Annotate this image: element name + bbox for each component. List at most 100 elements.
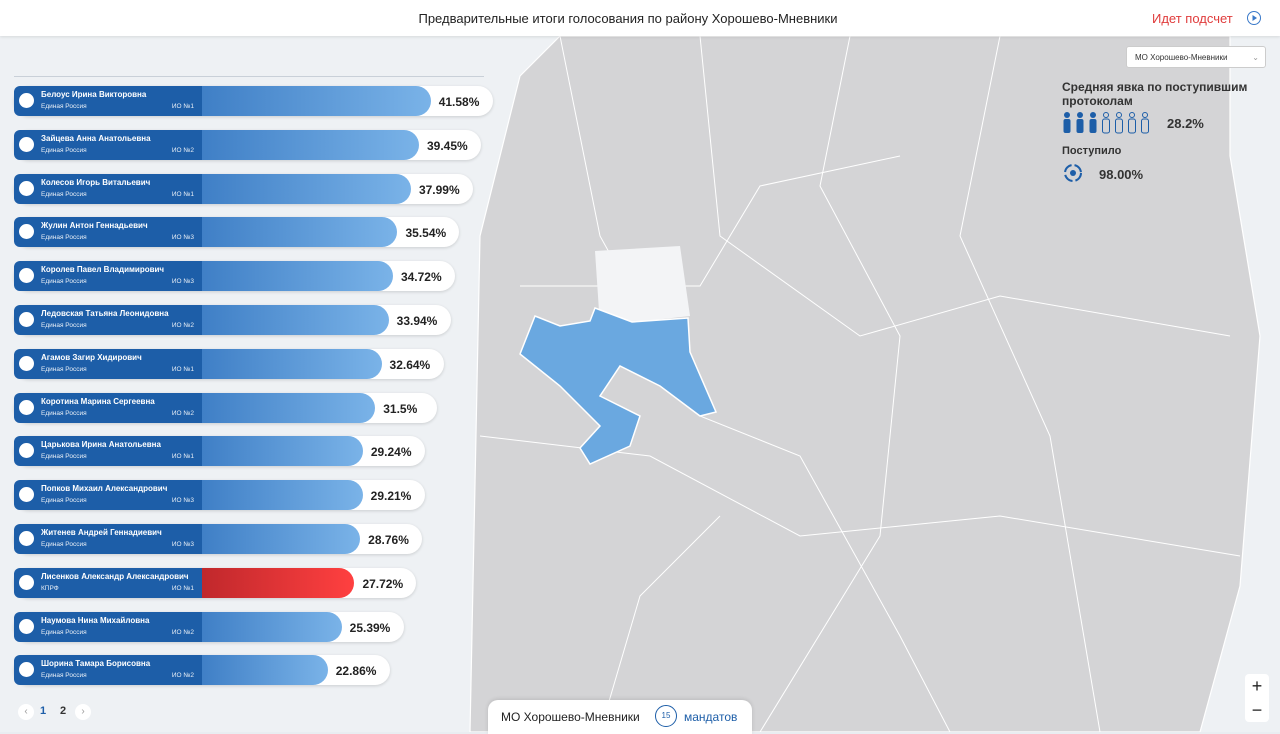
header-title: Предварительные итоги голосования по рай… [418,11,838,26]
play-button[interactable] [1246,10,1262,26]
page-link[interactable]: 2 [60,705,67,717]
candidate-row: Белоус Ирина Викторовна Единая Россия ИО №… [14,86,493,116]
party: Единая Россия [41,628,87,636]
candidate-row: Агамов Загир Хидирович Единая Россия ИО №1… [14,348,444,379]
district: ИО №1 [171,584,194,592]
value-label: 25.39% [349,620,391,635]
candidate-row: Колесов Игорь Витальевич Единая Россия ИО … [14,173,473,204]
candidate-row: Зайцева Анна Анатольевна Единая Россия ИО … [14,129,481,160]
value-label: 27.72% [362,576,404,591]
bar [202,655,328,686]
bar [202,129,419,160]
district: ИО №3 [171,234,194,242]
name-block: Житенев Андрей Геннадиевич Единая Россия И… [14,524,202,554]
candidate-row: Царькова Ирина Анатольевна Единая Россия И… [14,436,425,467]
party-logo [19,93,34,108]
name-block: Ледовская Татьяна Леонидовна Единая Росси… [14,305,202,335]
party: Единая Россия [41,103,87,110]
candidate-row: Ледовская Татьяна Леонидовна Единая Росси… [14,305,451,335]
party: КПРФ [41,584,59,592]
value-label: 29.21% [370,489,412,504]
turnout-label: Средняя явка по поступившим протоколам [1062,80,1248,108]
name-block: Белоус Ирина Викторовна Единая Россия ИО №… [14,86,202,116]
party-logo [19,487,34,503]
page-link[interactable]: 1 [40,705,47,717]
party: Единая Россия [41,365,87,373]
header: Предварительные итоги голосования по рай… [0,0,1280,36]
name-block: Шорина Тамара Борисовна Единая Россия ИО №… [14,655,202,686]
party: Единая Россия [41,541,87,548]
park [595,246,690,326]
value-label: 29.24% [370,445,412,460]
divider [14,76,484,77]
value-label: 33.94% [396,314,438,328]
name-block: Колесов Игорь Витальевич Единая Россия ИО … [14,173,202,204]
candidate-name: Лисенков Александр Александрович [41,571,189,581]
candidate-row: Жулин Антон Геннадьевич Единая Россия ИО №… [14,217,460,248]
candidate-row: Наумова Нина Михайловна Единая Россия ИО №… [14,611,404,642]
candidate-row: Коротина Марина Сергеевна Единая Россия ИО… [14,392,438,423]
zoom-out[interactable]: − [1251,700,1263,720]
zoom-in[interactable]: + [1251,676,1263,696]
select-value: МО Хорошево-Мневники [1135,53,1228,62]
candidate-row: Попков Михаил Александрович Единая Россия… [14,480,425,511]
value-label: 34.72% [400,270,442,285]
party: Единая Россия [41,146,87,154]
mandates-label: мандатов [684,710,738,724]
district: ИО №1 [171,365,194,373]
party: Единая Россия [41,234,87,242]
turnout-icons [1063,112,1149,134]
value-label: 37.99% [418,182,460,197]
candidate-name: Наумова Нина Михайловна [41,615,150,625]
district: ИО №2 [171,409,194,417]
mandates-count: 15 [655,705,677,727]
party: Единая Россия [41,322,87,329]
party: Единая Россия [41,190,87,198]
party: Единая Россия [41,278,87,286]
party: Единая Россия [41,453,87,461]
name-block: Лисенков Александр Александрович КПРФ ИО №… [14,567,202,598]
next-page[interactable]: › [75,704,91,720]
footer-box: МО Хорошево-Мневники 15 мандатов [488,700,752,734]
bar [202,524,361,554]
bar [202,305,389,335]
candidate-name: Королев Павел Владимирович [41,265,165,275]
value-label: 39.45% [426,138,468,153]
district: ИО №2 [171,672,194,680]
candidate-name: Житенев Андрей Геннадиевич [41,528,162,537]
name-block: Королев Павел Владимирович Единая Россия И… [14,261,202,292]
name-block: Царькова Ирина Анатольевна Единая Россия И… [14,436,202,467]
bar [202,261,393,292]
party-logo [19,531,34,546]
name-block: Наумова Нина Михайловна Единая Россия ИО №… [14,611,202,642]
received-label: Поступило [1062,145,1122,157]
candidate-name: Ледовская Татьяна Леонидовна [41,309,169,318]
party: Единая Россия [41,497,87,505]
value-label: 41.58% [438,95,480,109]
district: ИО №3 [171,497,194,505]
prev-page[interactable]: ‹ [18,704,34,720]
selected-district [519,307,718,465]
turnout-value: 28.2% [1167,116,1204,131]
district-select[interactable]: МО Хорошево-Мневники ⌄ [1126,46,1266,68]
candidate-name: Попков Михаил Александрович [41,484,168,494]
party-logo [19,443,34,459]
received-icon [1064,164,1082,182]
party: Единая Россия [41,672,87,680]
candidate-name: Царькова Ирина Анатольевна [41,440,161,450]
candidate-name: Белоус Ирина Викторовна [41,90,147,99]
status: Идет подсчет [1152,11,1233,26]
district-borders [479,36,1241,732]
candidate-name: Колесов Игорь Витальевич [41,177,151,187]
bar [202,567,355,598]
party-logo [19,662,34,678]
party-logo [19,399,34,415]
district: ИО №2 [171,322,194,329]
party-logo [19,618,34,634]
bar [202,436,363,467]
name-block: Агамов Загир Хидирович Единая Россия ИО №1 [14,348,202,379]
name-block: Жулин Антон Геннадьевич Единая Россия ИО №… [14,217,202,248]
zoom-control: + − [1245,674,1269,722]
district: ИО №2 [171,628,194,636]
